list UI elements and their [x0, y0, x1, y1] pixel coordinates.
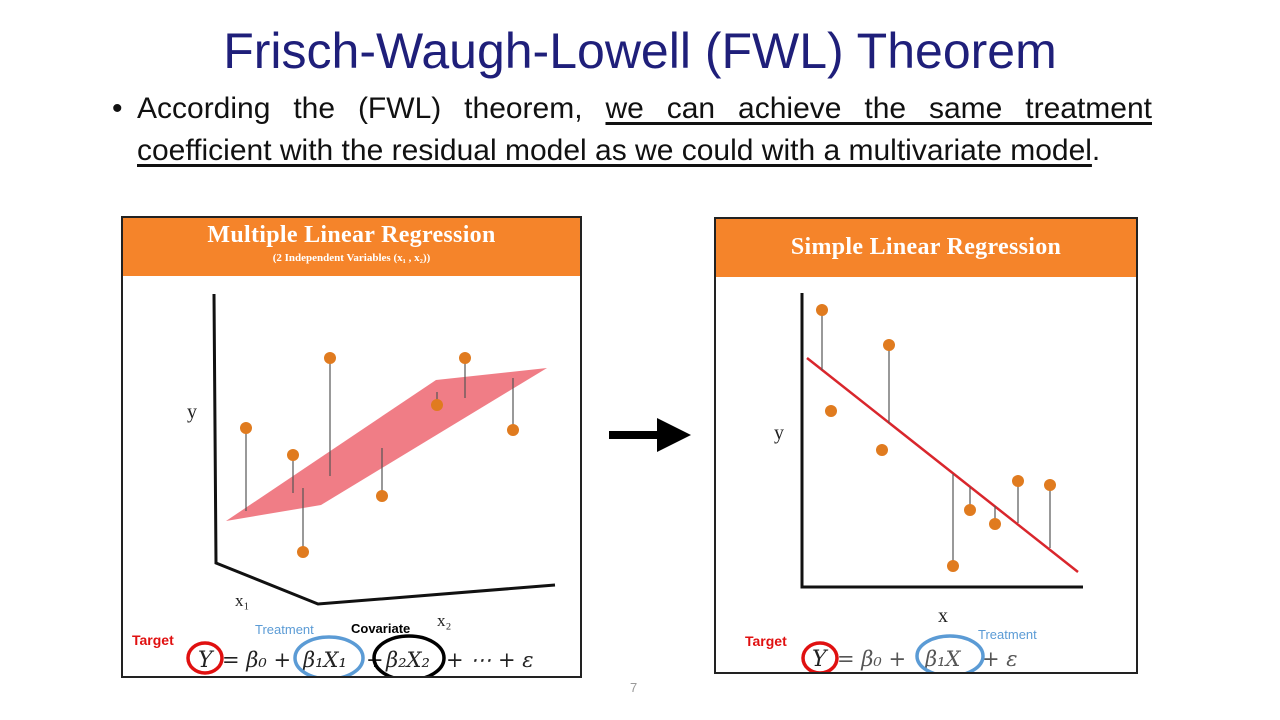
- simple-regression-diagram: y x Target Treatment Y = β₀ + β₁X + ε: [745, 293, 1083, 672]
- covariate-label: Covariate: [351, 621, 410, 636]
- axis-label-x1: x₁: [235, 591, 249, 610]
- data-point: [964, 504, 976, 516]
- data-point: [876, 444, 888, 456]
- axis-label-x2: x₂: [437, 611, 451, 630]
- right-arrow-icon: [609, 418, 691, 452]
- data-point: [947, 560, 959, 572]
- data-point: [825, 405, 837, 417]
- data-point: [507, 424, 519, 436]
- equation-tail: + ⋯ + ε: [446, 648, 534, 672]
- residual-lines: [821, 310, 1051, 566]
- page-number: 7: [630, 680, 638, 695]
- equation-y: Y: [812, 647, 829, 672]
- multiple-regression-panel: Multiple Linear Regression (2 Independen…: [121, 216, 582, 678]
- treatment-label: Treatment: [255, 622, 314, 637]
- axis-label-x: x: [938, 605, 948, 627]
- data-point: [989, 518, 1001, 530]
- treatment-ellipse: [915, 634, 985, 672]
- axis-label-y: y: [774, 422, 784, 444]
- data-points: [816, 304, 1056, 572]
- bullet-text: According the (FWL) theorem, we can achi…: [137, 88, 1152, 172]
- equation-b0: = β₀ +: [222, 648, 291, 672]
- data-point: [297, 546, 309, 558]
- axes-3d: [212, 293, 556, 606]
- data-point: [1044, 479, 1056, 491]
- data-point: [883, 339, 895, 351]
- slide-title: Frisch-Waugh-Lowell (FWL) Theorem: [223, 23, 1057, 79]
- panel-header: Simple Linear Regression: [716, 219, 1136, 277]
- data-points: [240, 352, 519, 558]
- equation-tail: + ε: [982, 647, 1018, 671]
- data-point: [240, 422, 252, 434]
- target-label: Target: [745, 633, 787, 649]
- data-point: [816, 304, 828, 316]
- equation-b2x2: β₂X₂: [385, 648, 430, 672]
- panel-header: Multiple Linear Regression (2 Independen…: [123, 218, 580, 276]
- bullet-tail: .: [1091, 134, 1101, 167]
- target-ellipse: [186, 641, 224, 675]
- bullet-dot-icon: •: [112, 92, 123, 125]
- simple-regression-panel: Simple Linear Regression: [714, 217, 1138, 674]
- bullet-underlined: we can achieve the same treatment coeffi…: [137, 92, 1152, 167]
- data-point: [1012, 475, 1024, 487]
- regression-line: [806, 357, 1079, 573]
- data-point: [376, 490, 388, 502]
- data-point: [431, 399, 443, 411]
- equation-y: Y: [198, 648, 215, 673]
- treatment-ellipse: [293, 635, 365, 676]
- equation-b0: = β₀ +: [837, 647, 906, 671]
- panel-title: Multiple Linear Regression: [207, 222, 496, 248]
- data-point: [287, 449, 299, 461]
- axes-2d: [800, 293, 1083, 589]
- treatment-label: Treatment: [978, 627, 1037, 642]
- covariate-ellipse: [372, 634, 446, 676]
- target-label: Target: [132, 632, 174, 648]
- data-point: [459, 352, 471, 364]
- panel-title: Simple Linear Regression: [790, 234, 1062, 260]
- bullet-point: • According the (FWL) theorem, we can ac…: [112, 88, 1152, 172]
- axis-label-y: y: [187, 401, 197, 423]
- equation-b1x: β₁X: [924, 647, 962, 671]
- regression-plane: [226, 368, 547, 521]
- residual-lines: [245, 358, 514, 552]
- multiple-regression-diagram: y x₁ x₂ Target Treatment Covariate Y = β…: [132, 293, 556, 676]
- bullet-lead: According the (FWL) theorem,: [137, 92, 606, 125]
- panel-subtitle: (2 Independent Variables (x₁ , x₂)): [272, 252, 431, 264]
- data-point: [324, 352, 336, 364]
- target-ellipse: [801, 641, 839, 672]
- equation-b1x1: β₁X₁: [302, 648, 347, 672]
